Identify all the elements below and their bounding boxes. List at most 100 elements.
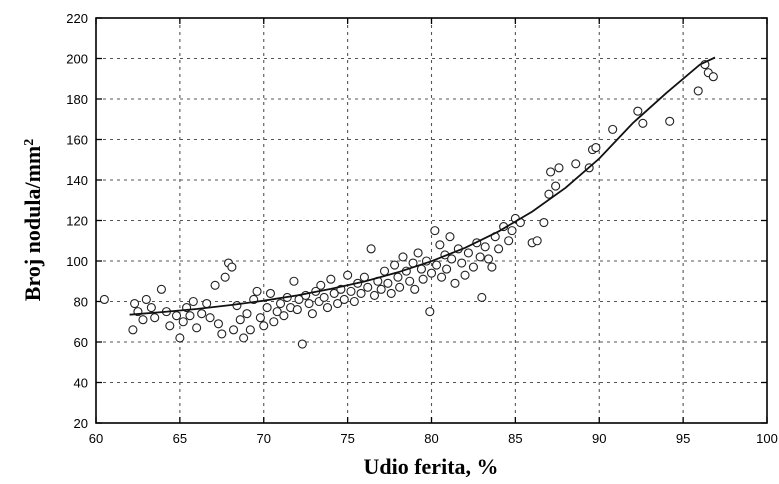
x-tick-labels: 60 65 70 75 80 85 90 95 100	[89, 431, 778, 446]
data-point	[297, 339, 307, 349]
data-points	[99, 60, 718, 349]
data-point	[633, 106, 643, 116]
data-point	[319, 292, 329, 303]
y-tick-label: 40	[74, 376, 88, 391]
data-point	[322, 303, 333, 313]
data-point	[346, 286, 356, 296]
data-point	[398, 252, 408, 262]
data-point	[435, 240, 445, 250]
data-point	[227, 262, 237, 272]
data-point	[383, 278, 393, 288]
data-point	[708, 72, 718, 82]
data-point	[487, 262, 497, 272]
data-point	[450, 278, 460, 288]
y-tick-label: 180	[66, 92, 88, 107]
data-point	[229, 325, 239, 335]
data-point	[275, 298, 286, 309]
data-point	[171, 311, 182, 321]
x-tick-label: 85	[508, 431, 522, 446]
data-point	[165, 321, 175, 331]
y-axis-title: Broj nodula/mm2	[20, 139, 45, 301]
data-point	[442, 264, 452, 274]
axis-ticks	[95, 17, 768, 424]
data-point	[232, 300, 242, 311]
data-point	[146, 303, 156, 313]
data-point	[192, 323, 202, 333]
data-point	[217, 329, 227, 339]
data-point	[418, 274, 428, 284]
data-point	[554, 163, 564, 173]
data-point	[205, 313, 215, 323]
y-tick-label: 120	[66, 214, 88, 229]
data-point	[265, 288, 276, 298]
data-point	[329, 288, 339, 298]
data-point	[665, 116, 675, 126]
data-point	[366, 244, 376, 254]
y-tick-label: 80	[74, 295, 88, 310]
data-point	[141, 294, 151, 305]
grid-lines	[96, 18, 767, 423]
data-point	[390, 260, 400, 270]
y-tick-label: 100	[66, 254, 88, 269]
fit-curve	[129, 56, 716, 316]
data-point	[693, 86, 703, 96]
data-point	[410, 284, 420, 294]
data-point	[507, 226, 517, 236]
data-point	[245, 325, 255, 335]
y-tick-labels: 20 40 60 80 100 120 140 160 180 200 220	[66, 11, 88, 431]
y-axis-title-main: Broj nodula/mm	[20, 146, 45, 301]
data-point	[480, 242, 490, 252]
data-point	[339, 294, 349, 305]
data-point	[551, 181, 561, 191]
data-point	[532, 236, 542, 246]
data-point	[156, 284, 166, 294]
data-point	[460, 270, 470, 280]
x-tick-label: 80	[424, 431, 438, 446]
data-point	[405, 276, 415, 286]
data-point	[333, 298, 343, 309]
y-tick-label: 200	[66, 52, 88, 67]
data-point	[431, 260, 442, 270]
data-point	[591, 143, 601, 153]
x-axis-title: Udio ferita, %	[363, 454, 498, 479]
data-point	[463, 248, 473, 258]
data-point	[262, 303, 272, 313]
data-point	[349, 296, 359, 307]
data-point	[544, 189, 554, 199]
y-tick-label: 220	[66, 11, 88, 26]
y-axis-title-sup: 2	[22, 139, 37, 146]
data-point	[304, 298, 314, 309]
data-point	[220, 272, 230, 282]
data-point	[188, 296, 198, 307]
data-point	[483, 254, 494, 264]
data-point	[425, 307, 435, 317]
x-tick-label: 70	[257, 431, 271, 446]
data-point	[210, 280, 220, 290]
data-point	[475, 252, 485, 262]
data-point	[539, 217, 549, 228]
data-point	[445, 232, 455, 242]
data-point	[202, 298, 212, 309]
data-point	[393, 272, 403, 282]
data-point	[292, 305, 302, 315]
data-point	[138, 315, 148, 325]
data-point	[546, 167, 556, 177]
data-point	[272, 307, 282, 317]
data-point	[316, 280, 326, 290]
data-point	[494, 244, 504, 254]
data-point	[413, 248, 423, 258]
data-point	[326, 274, 336, 284]
data-point	[185, 311, 195, 321]
data-point	[457, 258, 467, 268]
data-point	[369, 290, 380, 300]
data-point	[252, 286, 262, 296]
x-tick-label: 60	[89, 431, 103, 446]
data-point	[426, 268, 437, 278]
data-point	[178, 317, 188, 327]
data-point	[571, 159, 581, 169]
x-tick-label: 75	[340, 431, 354, 446]
x-tick-label: 100	[756, 431, 778, 446]
data-point	[213, 319, 224, 329]
data-point	[363, 282, 373, 292]
data-point	[356, 288, 366, 298]
